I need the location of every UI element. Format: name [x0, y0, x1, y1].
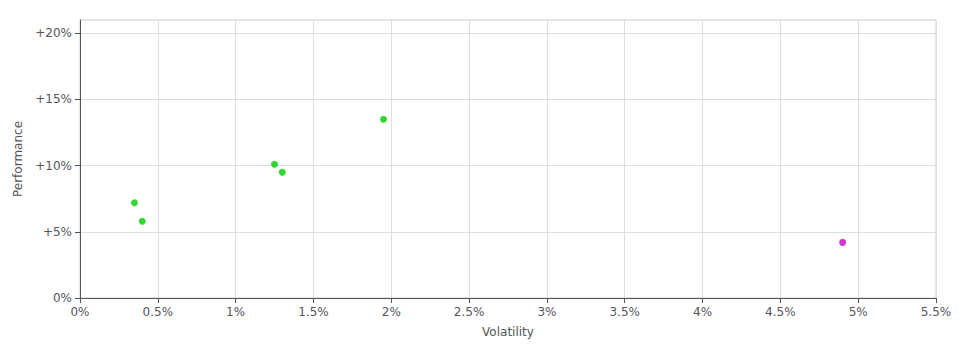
svg-text:+20%: +20%	[35, 26, 72, 40]
svg-text:+10%: +10%	[35, 159, 72, 173]
svg-text:3%: 3%	[537, 305, 556, 319]
svg-text:Volatility: Volatility	[482, 325, 534, 339]
svg-text:1.5%: 1.5%	[298, 305, 329, 319]
svg-text:4.5%: 4.5%	[765, 305, 796, 319]
svg-text:1%: 1%	[226, 305, 245, 319]
svg-text:0.5%: 0.5%	[143, 305, 174, 319]
svg-text:+5%: +5%	[43, 225, 72, 239]
svg-text:2%: 2%	[382, 305, 401, 319]
svg-text:3.5%: 3.5%	[609, 305, 640, 319]
svg-text:Performance: Performance	[11, 121, 25, 197]
svg-text:0%: 0%	[53, 291, 72, 305]
svg-text:+15%: +15%	[35, 92, 72, 106]
svg-text:4%: 4%	[693, 305, 712, 319]
svg-text:5%: 5%	[849, 305, 868, 319]
svg-text:0%: 0%	[70, 305, 89, 319]
svg-text:5.5%: 5.5%	[921, 305, 952, 319]
svg-text:2.5%: 2.5%	[454, 305, 485, 319]
